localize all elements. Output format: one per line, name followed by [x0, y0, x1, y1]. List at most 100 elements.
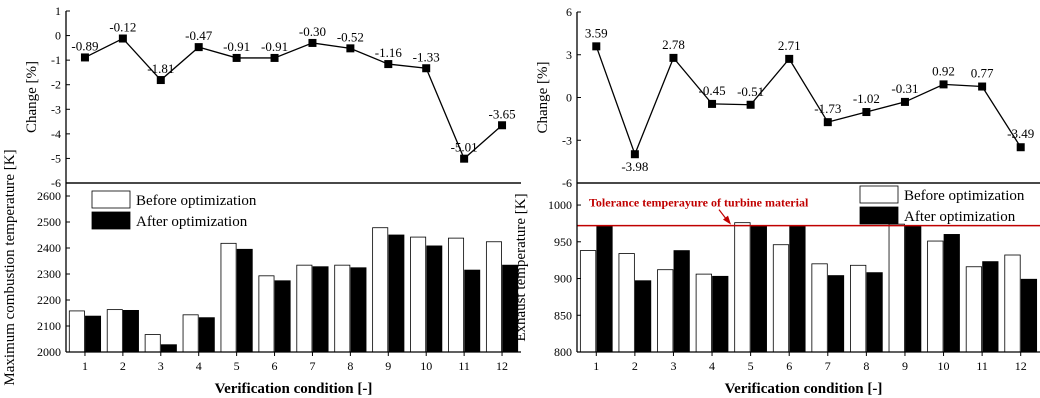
left-top-point: [346, 44, 355, 53]
left-bottom-x-tick-label: 2: [120, 359, 126, 373]
left-bottom-y-tick-label: 2200: [37, 293, 61, 307]
right-bottom-bar-after: [943, 234, 960, 353]
left-top-point: [80, 53, 89, 62]
right-bottom-bar-before: [811, 263, 828, 353]
right-top-data-label: 0.77: [971, 66, 994, 81]
left-bottom-legend-label: After optimization: [136, 214, 248, 230]
right-bottom-x-axis-title: Verification condition [-]: [725, 381, 883, 397]
left-top-y-tick-label: -4: [51, 127, 61, 141]
left-bottom-bar-after: [122, 309, 139, 353]
right-bottom-bar-after: [673, 250, 690, 353]
right-bottom-y-tick-label: 800: [554, 345, 572, 359]
left-bottom-y-tick-label: 2300: [37, 267, 61, 281]
left-top-data-label: -0.89: [71, 38, 98, 53]
left-top-data-label: -0.30: [299, 24, 326, 39]
right-bottom-legend-swatch: [859, 206, 899, 225]
right-bottom-tolerance-label: Tolerance temperayure of turbine materia…: [589, 196, 809, 210]
right-bottom-bar-after: [905, 225, 922, 353]
left-top-y-tick-label: 1: [55, 4, 61, 18]
right-top-point: [862, 108, 871, 117]
left-top-y-tick-label: 0: [55, 29, 61, 43]
left-top-data-label: -0.91: [261, 39, 288, 54]
left-bottom-x-tick-label: 7: [309, 359, 315, 373]
left-top-point: [118, 34, 127, 43]
left-top-y-tick-label: -1: [51, 53, 61, 67]
right-top-point: [900, 97, 909, 106]
left-top-point: [498, 121, 507, 130]
right-bottom-tolerance-arrow-head: [723, 215, 731, 225]
left-bottom-bar-before: [334, 264, 351, 353]
right-top-data-label: -1.73: [814, 101, 841, 116]
left-bottom-y-tick-label: 2000: [37, 345, 61, 359]
right-top-point: [823, 118, 832, 127]
right-bottom-legend-swatch: [859, 185, 899, 204]
right-bottom-bar-before: [888, 223, 905, 353]
right-top-y-tick-label: -3: [562, 133, 572, 147]
left-bottom-legend-label: Before optimization: [136, 193, 257, 209]
right-top-y-tick-label: 6: [566, 5, 572, 19]
right-bottom-y-tick-label: 1000: [548, 198, 572, 212]
left-bottom-bar-after: [426, 245, 443, 353]
left-top-point: [156, 76, 165, 85]
left-bottom-x-tick-label: 10: [420, 359, 432, 373]
right-bottom-y-tick-label: 900: [554, 272, 572, 286]
right-bottom-y-tick-label: 850: [554, 308, 572, 322]
right-bottom-bar-after: [750, 225, 767, 353]
left-top-data-label: -3.65: [488, 106, 515, 121]
right-bottom-bar-after: [596, 225, 613, 353]
left-top-data-label: -0.47: [185, 28, 213, 43]
left-top-data-label: -0.52: [337, 29, 364, 44]
right-bottom-x-tick-label: 12: [1015, 359, 1027, 373]
left-bottom-bar-after: [85, 315, 102, 353]
left-bottom-bar-before: [106, 309, 123, 353]
left-bottom-legend-swatch: [91, 211, 131, 230]
right-bottom-bar-before: [618, 253, 635, 353]
left-bottom-x-axis-title: Verification condition [-]: [215, 381, 373, 397]
left-bottom-x-tick-label: 12: [496, 359, 508, 373]
left-bottom-x-tick-label: 3: [158, 359, 164, 373]
right-bottom-bar-after: [789, 225, 806, 353]
right-bottom-x-tick-label: 1: [593, 359, 599, 373]
right-bottom-x-tick-label: 2: [632, 359, 638, 373]
right-bottom-x-tick-label: 3: [670, 359, 676, 373]
right-top-point: [669, 53, 678, 62]
right-bottom-bar-before: [695, 273, 712, 353]
left-top-point: [384, 60, 393, 69]
left-top-data-label: -5.01: [451, 140, 478, 155]
right-bottom-x-tick-label: 9: [902, 359, 908, 373]
left-bottom-x-tick-label: 4: [196, 359, 202, 373]
right-top-data-label: -0.31: [891, 81, 918, 96]
right-bottom-x-tick-label: 7: [825, 359, 831, 373]
left-top-point: [194, 43, 203, 52]
right-bottom-bar-after: [827, 275, 845, 353]
left-bottom-bar-before: [68, 310, 85, 353]
right-bottom-bar-before: [734, 222, 751, 353]
right-bottom-bar-before: [579, 250, 597, 353]
left-bottom-bar-before: [258, 275, 275, 353]
right-top-series-line: [595, 46, 1022, 157]
right-bottom-x-tick-label: 10: [938, 359, 950, 373]
right-bottom-bar-before: [657, 269, 674, 353]
left-bottom-bar-before: [485, 241, 502, 353]
right-bottom-bar-after: [712, 275, 729, 353]
right-top-point: [630, 150, 639, 159]
right-top-point: [785, 54, 794, 63]
right-bottom-bar-after: [1020, 278, 1038, 353]
right-bottom-x-tick-label: 11: [976, 359, 988, 373]
right-top-data-label: -3.49: [1007, 126, 1034, 141]
left-top-data-label: -1.16: [375, 45, 403, 60]
right-bottom-x-tick-label: 8: [863, 359, 869, 373]
right-top-y-tick-label: -6: [562, 176, 572, 190]
left-bottom-bar-before: [372, 227, 389, 353]
right-bottom-x-tick-label: 5: [748, 359, 754, 373]
left-bottom-x-tick-label: 6: [272, 359, 278, 373]
right-bottom-bar-before: [965, 266, 983, 353]
right-bottom-bar-after: [634, 280, 652, 353]
left-top-data-label: -0.12: [109, 20, 136, 35]
left-top-y-tick-label: -5: [51, 151, 61, 165]
right-bottom-bar-before: [1004, 254, 1021, 353]
left-top-data-label: -0.91: [223, 39, 250, 54]
left-bottom-y-tick-label: 2100: [37, 319, 61, 333]
left-bottom-bar-after: [198, 317, 215, 353]
left-bottom-legend-swatch: [91, 190, 131, 209]
